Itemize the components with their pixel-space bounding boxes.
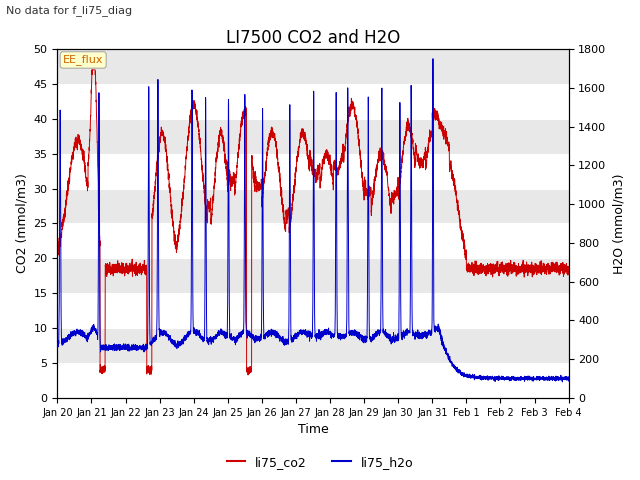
Text: EE_flux: EE_flux <box>63 55 104 65</box>
Y-axis label: CO2 (mmol/m3): CO2 (mmol/m3) <box>15 173 28 274</box>
Bar <box>58 328 568 363</box>
Legend: li75_co2, li75_h2o: li75_co2, li75_h2o <box>221 451 419 474</box>
Y-axis label: H2O (mmol/m3): H2O (mmol/m3) <box>612 173 625 274</box>
X-axis label: Time: Time <box>298 423 328 436</box>
Bar <box>58 49 568 84</box>
Bar <box>58 258 568 293</box>
Title: LI7500 CO2 and H2O: LI7500 CO2 and H2O <box>226 29 400 48</box>
Bar <box>58 119 568 154</box>
Text: No data for f_li75_diag: No data for f_li75_diag <box>6 5 132 16</box>
Bar <box>58 189 568 223</box>
